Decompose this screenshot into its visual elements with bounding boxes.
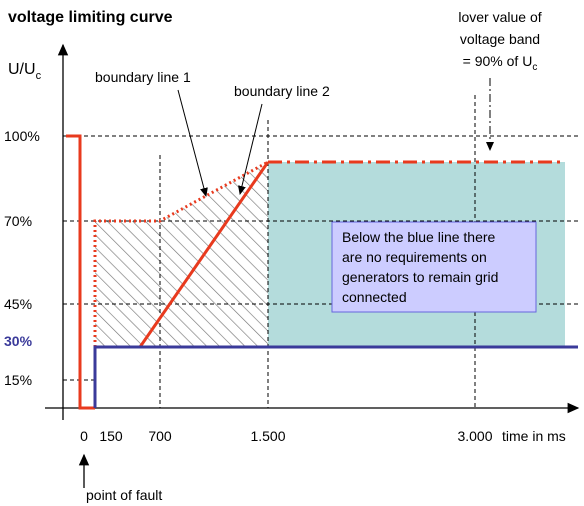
x-label: 1.500 (250, 428, 285, 444)
title: voltage limiting curve (8, 9, 173, 26)
hatched-region (95, 162, 268, 347)
arrow (238, 103, 263, 195)
arrow (177, 89, 208, 197)
band-note-line: = 90% of Uc (463, 53, 538, 73)
band-note: lover value of voltage band = 90% of Uc (458, 9, 541, 73)
blue-line (93, 345, 578, 408)
info-line: are no requirements on (342, 249, 487, 265)
y-label: 45% (4, 296, 32, 312)
boundary-line-2 (138, 161, 270, 348)
x-label: 0 (80, 428, 88, 444)
y-label: 15% (4, 372, 32, 388)
band-note-line: lover value of (458, 9, 541, 25)
band-note-line: voltage band (460, 31, 540, 47)
x-label: 150 (99, 428, 123, 444)
x-label: 700 (148, 428, 172, 444)
y-label: 70% (4, 213, 32, 229)
info-line: Below the blue line there (342, 229, 496, 245)
boundary-label: boundary line 2 (234, 83, 330, 99)
info-line: generators to remain grid (342, 269, 498, 285)
y-label: 100% (4, 128, 40, 144)
x-axis-label: time in ms (502, 428, 566, 444)
x-label: 3.000 (457, 428, 492, 444)
info-box (331, 221, 537, 313)
y-label: 30% (4, 333, 33, 349)
boundary-label: boundary line 1 (95, 69, 191, 85)
y-axis-label: U/Uc (8, 61, 42, 82)
fault-curve (66, 134, 95, 410)
info-line: connected (342, 289, 407, 305)
fault-label: point of fault (86, 487, 162, 503)
